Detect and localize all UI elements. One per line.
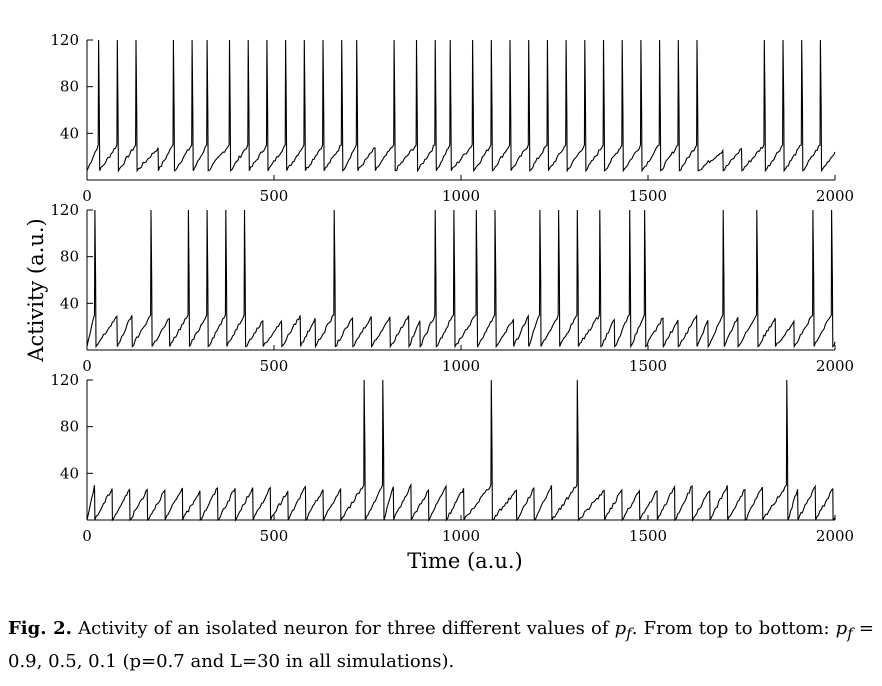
x-tick-label: 2000	[816, 187, 854, 205]
figure-caption: Fig. 2. Activity of an isolated neuron f…	[8, 615, 874, 676]
activity-trace-middle	[86, 209, 836, 349]
x-tick-label: 1500	[629, 187, 667, 205]
x-tick-label: 1500	[629, 357, 667, 375]
x-tick-label: 500	[260, 357, 289, 375]
x-tick-label: 1500	[629, 527, 667, 545]
caption-symbol: pf	[614, 618, 632, 643]
y-axis-label: Activity (a.u.)	[24, 218, 48, 362]
y-tick-label: 80	[60, 248, 79, 266]
caption-symbol-2: pf	[835, 618, 853, 643]
panel-middle: 40 80 120 0 500 1000 1500 2000	[50, 201, 854, 375]
x-tick-label: 500	[260, 527, 289, 545]
y-tick-label: 40	[60, 464, 79, 482]
figure-label: Fig. 2.	[8, 618, 72, 639]
x-tick-label: 2000	[816, 527, 854, 545]
y-tick-label: 120	[50, 31, 79, 49]
x-tick-label: 2000	[816, 357, 854, 375]
x-tick-label: 500	[260, 187, 289, 205]
y-tick-label: 120	[50, 371, 79, 389]
caption-text-3: = 0.9, 0.5, 0.1 (p=0.7 and L=30 in all s…	[8, 618, 874, 672]
x-axis-label: Time (a.u.)	[407, 549, 523, 573]
panel-top: 40 80 120 0 500 1000 1500 2000	[50, 31, 854, 205]
y-tick-label: 40	[60, 294, 79, 312]
x-tick-label: 0	[82, 357, 92, 375]
caption-text-1: Activity of an isolated neuron for three…	[78, 618, 615, 639]
x-tick-label: 1000	[442, 527, 480, 545]
caption-symbol-letter: p	[614, 618, 627, 639]
x-tick-label: 1000	[442, 357, 480, 375]
y-tick-label: 80	[60, 418, 79, 436]
caption-symbol-letter-2: p	[835, 618, 848, 639]
x-tick-label: 0	[82, 187, 92, 205]
activity-trace-top	[86, 39, 836, 173]
x-tick-label: 1000	[442, 187, 480, 205]
y-tick-label: 80	[60, 78, 79, 96]
panel-bottom: 40 80 120 0 500 1000 1500 2000	[50, 371, 854, 545]
caption-text-2: . From top to bottom:	[631, 618, 836, 639]
activity-trace-bottom	[86, 379, 836, 523]
y-tick-label: 120	[50, 201, 79, 219]
caption-symbol-subscript: f	[626, 624, 632, 643]
y-tick-label: 40	[60, 124, 79, 142]
caption-symbol-subscript-2: f	[847, 624, 853, 643]
x-tick-label: 0	[82, 527, 92, 545]
